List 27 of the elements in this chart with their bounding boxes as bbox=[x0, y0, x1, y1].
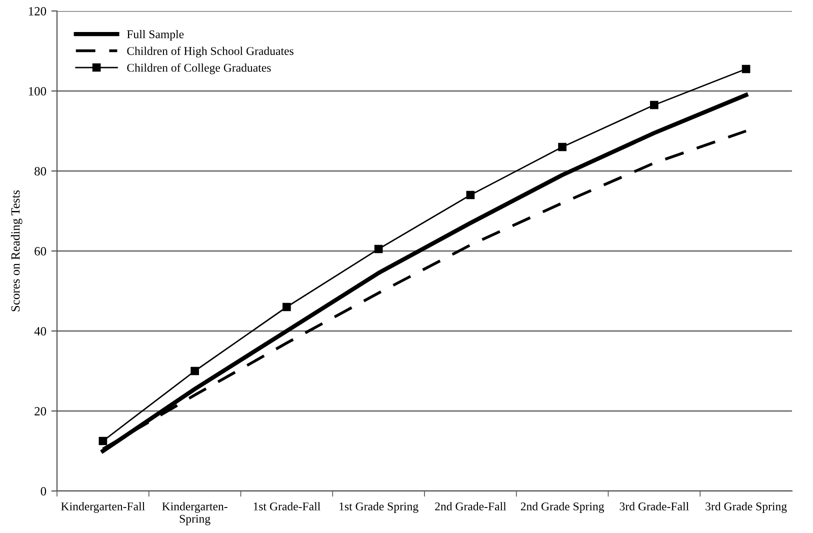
point bbox=[282, 302, 291, 312]
point bbox=[190, 366, 199, 376]
x-tick-label: 3rd Grade Spring bbox=[706, 502, 787, 513]
x-tick-label: 2nd Grade-Fall bbox=[435, 502, 506, 510]
point bbox=[650, 100, 658, 110]
y-tick-label: 20 bbox=[34, 407, 46, 416]
point bbox=[558, 142, 566, 152]
point bbox=[742, 64, 750, 74]
y-tick-label: 60 bbox=[34, 247, 46, 256]
x-tick-label: 1st Grade Spring bbox=[340, 502, 418, 513]
point bbox=[466, 190, 475, 200]
x-tick-label: Kindergarten- Spring bbox=[162, 502, 228, 526]
y-tick-label: 40 bbox=[34, 327, 46, 336]
point bbox=[374, 244, 383, 254]
y-tick-label: 80 bbox=[34, 167, 46, 176]
y-tick-label: 100 bbox=[28, 87, 46, 96]
x-tick-label: 2nd Grade Spring bbox=[520, 502, 604, 513]
legend-label: Children of High School Graduates bbox=[127, 46, 294, 58]
legend-label: Full Sample bbox=[126, 30, 184, 41]
point bbox=[98, 436, 108, 446]
x-tick-label: 1st Grade-Fall bbox=[254, 502, 320, 510]
y-tick-label: 120 bbox=[28, 7, 46, 16]
x-tick-label: 3rd Grade-Fall bbox=[620, 502, 689, 510]
legend-label: Children of College Graduates bbox=[127, 63, 271, 74]
y-tick-label: 0 bbox=[40, 487, 46, 496]
y-axis-title: Scores on Reading Tests bbox=[10, 190, 22, 312]
x-tick-label: Kindergarten-Fall bbox=[61, 502, 145, 513]
